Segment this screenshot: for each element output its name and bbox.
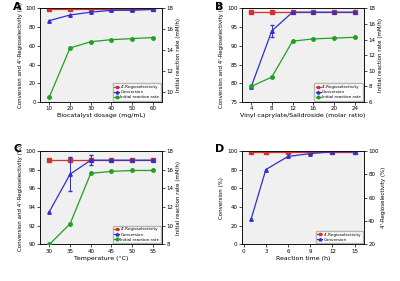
Y-axis label: Conversion (%): Conversion (%) <box>219 177 224 219</box>
Text: B: B <box>215 2 223 12</box>
Legend: 4'-Regioselectivity, Conversion, Initial reaction rate: 4'-Regioselectivity, Conversion, Initial… <box>314 83 363 101</box>
Y-axis label: Conversion and 4'-Regioselectivity (%): Conversion and 4'-Regioselectivity (%) <box>18 2 22 108</box>
Legend: 4'-Regioselectivity, Conversion: 4'-Regioselectivity, Conversion <box>316 231 363 243</box>
Text: C: C <box>13 144 21 154</box>
X-axis label: Temperature (°C): Temperature (°C) <box>74 256 128 261</box>
X-axis label: Biocatalyst dosage (mg/mL): Biocatalyst dosage (mg/mL) <box>57 113 145 118</box>
Y-axis label: 4'-Regioselectivity (%): 4'-Regioselectivity (%) <box>382 167 386 228</box>
Legend: 4'-Regioselectivity, Conversion, Initial reaction rate: 4'-Regioselectivity, Conversion, Initial… <box>112 83 161 101</box>
X-axis label: Reaction time (h): Reaction time (h) <box>276 256 330 261</box>
Y-axis label: Initial reaction rate (mM/h): Initial reaction rate (mM/h) <box>176 161 181 235</box>
Y-axis label: Conversion and 4'-Regioselectivity (%): Conversion and 4'-Regioselectivity (%) <box>18 145 22 251</box>
Y-axis label: Initial reaction rate (mM/h): Initial reaction rate (mM/h) <box>176 18 181 92</box>
Text: A: A <box>13 2 22 12</box>
Text: D: D <box>215 144 224 154</box>
Y-axis label: Initial reaction rate (mM/h): Initial reaction rate (mM/h) <box>378 18 383 92</box>
Y-axis label: Conversion and 4'-Regioselectivity (%): Conversion and 4'-Regioselectivity (%) <box>219 2 224 108</box>
X-axis label: Vinyl caprylate/Salidroside (molar ratio): Vinyl caprylate/Salidroside (molar ratio… <box>240 113 366 118</box>
Legend: 4'-Regioselectivity, Conversion, Initial reaction rate: 4'-Regioselectivity, Conversion, Initial… <box>112 226 161 243</box>
